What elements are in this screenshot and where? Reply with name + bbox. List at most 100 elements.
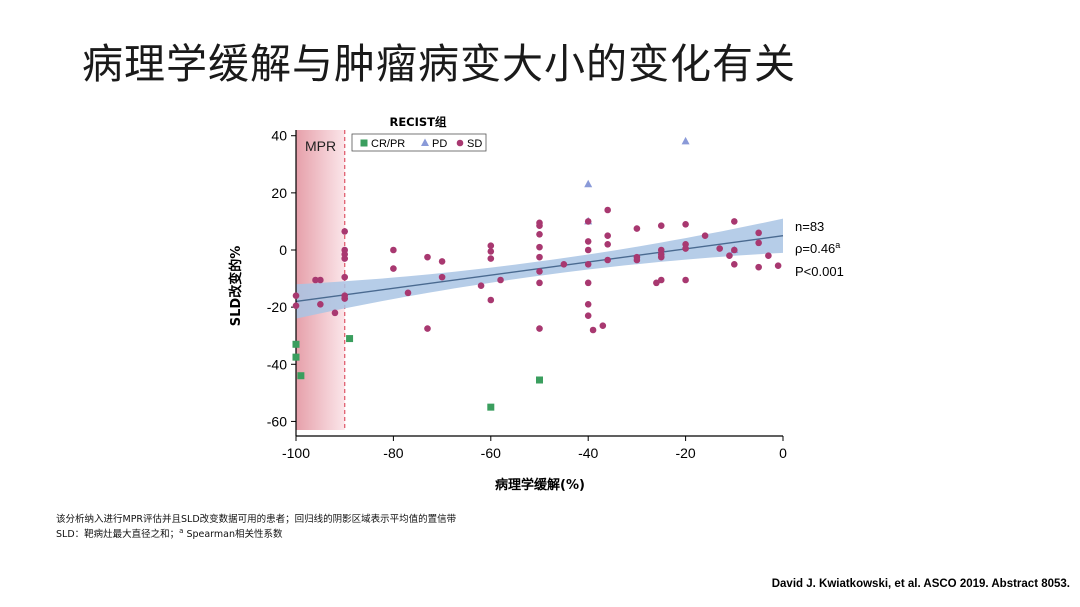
- mpr-region-label: MPR: [305, 138, 336, 154]
- data-point-sd: [604, 256, 611, 264]
- data-point-sd: [657, 222, 665, 230]
- data-point-sd: [716, 245, 723, 252]
- data-point-sd: [438, 273, 446, 281]
- slide-title: 病理学缓解与肿瘤病变大小的变化有关: [82, 40, 796, 88]
- data-point-sd: [536, 253, 543, 261]
- data-point-sd: [604, 240, 611, 248]
- footnote-line-2-prefix: SLD：靶病灶最大直径之和；: [56, 529, 180, 540]
- stat-n: n=83: [795, 219, 824, 234]
- data-point-cr-pr: [487, 403, 495, 411]
- data-point-cr-pr: [536, 376, 543, 384]
- legend-marker-pd: [421, 138, 429, 146]
- data-point-sd: [312, 276, 319, 284]
- data-point-sd: [755, 239, 762, 247]
- data-point-sd: [604, 206, 611, 214]
- data-point-sd: [584, 312, 592, 320]
- data-point-sd: [404, 289, 412, 297]
- x-tick-label: -40: [578, 445, 598, 461]
- x-tick-label: -80: [383, 445, 403, 461]
- data-point-sd: [584, 260, 592, 268]
- data-point-sd: [682, 220, 689, 228]
- data-point-cr-pr: [292, 353, 300, 361]
- footnote-line-2: SLD：靶病灶最大直径之和；a Spearman相关性系数: [56, 526, 283, 540]
- data-point-sd: [536, 325, 543, 332]
- footnote-line-1: 该分析纳入进行MPR评估并且SLD改变数据可用的患者；回归线的阴影区域表示平均值…: [56, 514, 457, 525]
- data-point-sd: [477, 282, 485, 290]
- data-point-sd: [536, 279, 543, 287]
- data-point-sd: [487, 248, 495, 255]
- data-point-sd: [487, 296, 495, 304]
- data-point-sd: [487, 255, 495, 262]
- data-point-pd: [681, 136, 690, 145]
- y-tick-label: 20: [271, 185, 287, 201]
- data-point-cr-pr: [346, 335, 354, 343]
- data-point-sd: [497, 276, 504, 284]
- data-point-sd: [765, 252, 772, 260]
- data-point-pd: [584, 179, 593, 188]
- data-point-sd: [701, 232, 709, 240]
- legend-marker-cr-pr: [360, 139, 368, 147]
- legend-marker-sd: [456, 139, 464, 147]
- y-axis-label: SLD改变的%: [228, 246, 244, 326]
- data-point-sd: [438, 258, 446, 265]
- data-point-sd: [731, 260, 738, 268]
- data-point-sd: [584, 279, 592, 287]
- data-point-sd: [292, 302, 300, 310]
- y-tick-label: -60: [267, 413, 287, 429]
- legend-label-sd: SD: [467, 138, 482, 150]
- stat-rho-value: ρ=0.46: [795, 241, 835, 256]
- data-point-sd: [584, 246, 592, 254]
- data-point-sd: [317, 300, 324, 308]
- data-point-sd: [560, 260, 568, 268]
- stat-rho: ρ=0.46a: [795, 240, 840, 256]
- data-point-sd: [536, 243, 543, 251]
- data-point-sd: [726, 252, 733, 260]
- legend-box: [351, 133, 487, 152]
- legend-label-cr-pr: CR/PR: [371, 138, 405, 150]
- data-point-sd: [317, 276, 324, 284]
- x-tick-label: -20: [675, 445, 695, 461]
- data-point-sd: [657, 276, 665, 284]
- y-tick-label: -20: [267, 299, 287, 315]
- x-tick-label: -100: [282, 445, 310, 461]
- data-point-sd: [536, 222, 543, 230]
- stat-p: P<0.001: [795, 264, 844, 279]
- x-tick-label: -60: [481, 445, 501, 461]
- data-point-sd: [774, 262, 782, 270]
- data-point-sd: [292, 292, 300, 300]
- y-tick-label: -40: [267, 356, 287, 372]
- data-point-cr-pr: [297, 372, 305, 380]
- data-point-sd: [755, 263, 762, 271]
- data-point-sd: [584, 218, 592, 225]
- data-point-cr-pr: [292, 340, 300, 348]
- data-point-sd: [341, 228, 349, 235]
- data-point-sd: [599, 322, 607, 330]
- data-point-sd: [755, 229, 762, 237]
- data-point-sd: [341, 295, 349, 302]
- chart-title: RECIST组: [389, 115, 447, 129]
- citation: David J. Kwiatkowski, et al. ASCO 2019. …: [771, 578, 1070, 590]
- data-point-sd: [633, 256, 641, 264]
- data-point-sd: [331, 309, 339, 317]
- data-point-sd: [424, 325, 431, 332]
- data-point-sd: [424, 253, 431, 261]
- data-point-sd: [682, 276, 689, 284]
- stat-rho-superscript: a: [835, 240, 840, 250]
- data-point-sd: [390, 246, 397, 254]
- data-point-sd: [731, 246, 738, 254]
- data-point-sd: [487, 242, 495, 250]
- y-tick-label: 40: [271, 128, 287, 144]
- x-tick-label: 0: [779, 445, 787, 461]
- data-point-sd: [682, 245, 689, 252]
- data-point-sd: [536, 230, 543, 238]
- x-axis-label: 病理学缓解(%): [495, 477, 585, 493]
- legend-label-pd: PD: [432, 138, 447, 150]
- data-point-sd: [584, 300, 592, 308]
- footnote-line-2-suffix: Spearman相关性系数: [183, 529, 283, 540]
- data-point-sd: [341, 255, 349, 262]
- data-point-sd: [604, 232, 611, 240]
- data-point-sd: [653, 279, 660, 287]
- data-point-sd: [390, 265, 397, 272]
- footnote-superscript: a: [179, 526, 184, 535]
